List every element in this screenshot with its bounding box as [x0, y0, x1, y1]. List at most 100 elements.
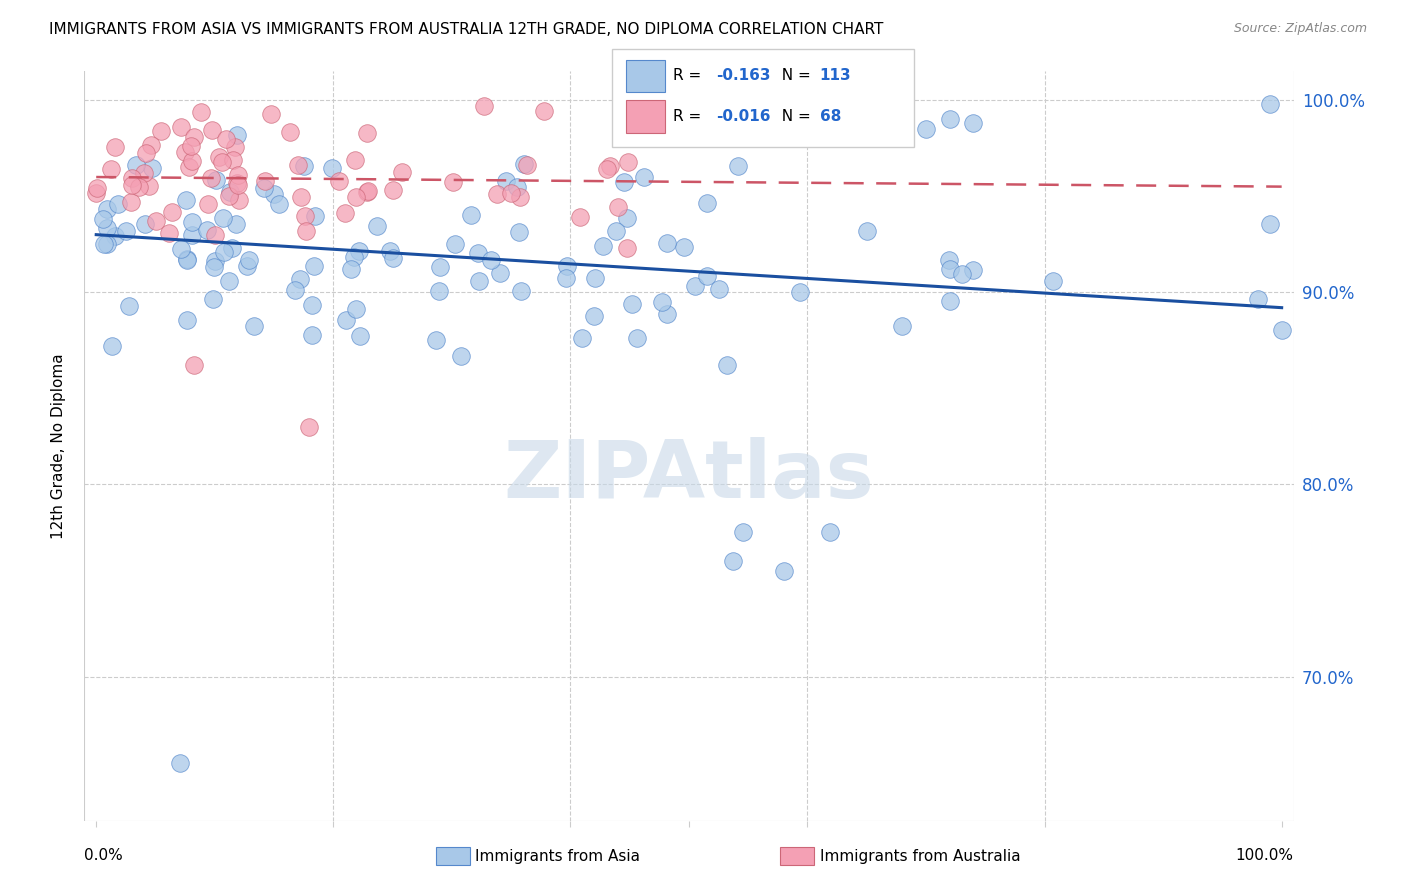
Point: [489, 266, 512, 280]
Point: [107, 196, 129, 211]
Point: [86, 181, 108, 195]
Point: [607, 201, 630, 215]
Point: [128, 180, 150, 194]
Point: [344, 190, 367, 204]
Point: [357, 184, 380, 198]
Text: -0.163: -0.163: [716, 69, 770, 83]
Point: [170, 120, 193, 134]
Point: [225, 217, 247, 231]
Point: [201, 122, 224, 136]
Point: [486, 186, 509, 201]
Point: [820, 525, 842, 540]
Point: [366, 219, 388, 234]
Point: [335, 206, 357, 220]
Point: [180, 215, 202, 229]
Point: [683, 279, 706, 293]
Point: [243, 319, 266, 334]
Point: [180, 153, 202, 168]
Point: [1258, 97, 1281, 112]
Point: [190, 105, 212, 120]
Point: [224, 139, 246, 153]
Point: [343, 250, 366, 264]
Text: 100.0%: 100.0%: [1236, 847, 1294, 863]
Point: [479, 252, 502, 267]
Point: [298, 419, 321, 434]
Point: [260, 107, 283, 121]
Point: [91, 212, 114, 227]
Point: [356, 126, 378, 140]
Point: [235, 260, 257, 274]
Point: [723, 554, 745, 568]
Point: [96, 236, 118, 251]
Point: [555, 259, 578, 273]
Point: [287, 158, 309, 172]
Text: ZIPAtlas: ZIPAtlas: [503, 437, 875, 515]
Point: [120, 194, 142, 209]
Point: [716, 358, 738, 372]
Point: [253, 174, 276, 188]
Point: [378, 244, 401, 259]
Point: [950, 267, 973, 281]
Point: [506, 180, 529, 194]
Point: [696, 196, 718, 211]
Point: [228, 193, 250, 207]
Point: [391, 165, 413, 179]
Point: [226, 176, 249, 190]
Text: 113: 113: [820, 69, 851, 83]
Point: [212, 211, 235, 226]
Point: [100, 161, 122, 176]
Point: [582, 309, 605, 323]
Point: [181, 227, 204, 242]
Point: [176, 312, 198, 326]
Point: [221, 241, 243, 255]
Point: [773, 564, 796, 578]
Text: N =: N =: [772, 109, 815, 124]
Point: [605, 224, 627, 238]
Point: [596, 161, 619, 176]
Point: [218, 186, 240, 200]
Point: [157, 227, 180, 241]
Point: [176, 252, 198, 266]
Point: [174, 145, 197, 159]
Point: [180, 139, 202, 153]
Point: [145, 214, 167, 228]
Point: [467, 246, 489, 260]
Text: Immigrants from Asia: Immigrants from Asia: [475, 849, 640, 863]
Y-axis label: 12th Grade, No Diploma: 12th Grade, No Diploma: [51, 353, 66, 539]
Point: [115, 224, 138, 238]
Point: [284, 283, 307, 297]
Text: 0.0%: 0.0%: [84, 847, 124, 863]
Point: [183, 129, 205, 144]
Point: [554, 271, 576, 285]
Point: [134, 166, 156, 180]
Point: [160, 204, 183, 219]
Point: [613, 175, 636, 189]
Point: [292, 159, 315, 173]
Point: [343, 153, 366, 167]
Point: [962, 116, 984, 130]
Point: [301, 297, 323, 311]
Point: [495, 173, 517, 187]
Point: [207, 150, 229, 164]
Point: [176, 193, 198, 207]
Point: [339, 261, 361, 276]
Point: [183, 359, 205, 373]
Point: [1258, 218, 1281, 232]
Point: [444, 236, 467, 251]
Point: [141, 161, 163, 175]
Point: [344, 301, 367, 316]
Point: [328, 173, 350, 187]
Point: [295, 224, 318, 238]
Point: [104, 228, 127, 243]
Point: [347, 244, 370, 258]
Point: [450, 349, 472, 363]
Point: [294, 210, 316, 224]
Text: Source: ZipAtlas.com: Source: ZipAtlas.com: [1233, 22, 1367, 36]
Point: [651, 294, 673, 309]
Point: [269, 197, 291, 211]
Text: R =: R =: [673, 69, 707, 83]
Point: [1042, 275, 1064, 289]
Point: [211, 155, 233, 169]
Point: [118, 299, 141, 313]
Point: [204, 254, 226, 268]
